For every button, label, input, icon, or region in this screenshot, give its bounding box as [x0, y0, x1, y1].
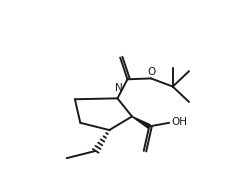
Polygon shape — [132, 116, 150, 128]
Text: OH: OH — [172, 117, 188, 127]
Text: N: N — [114, 83, 122, 93]
Text: O: O — [148, 67, 156, 77]
